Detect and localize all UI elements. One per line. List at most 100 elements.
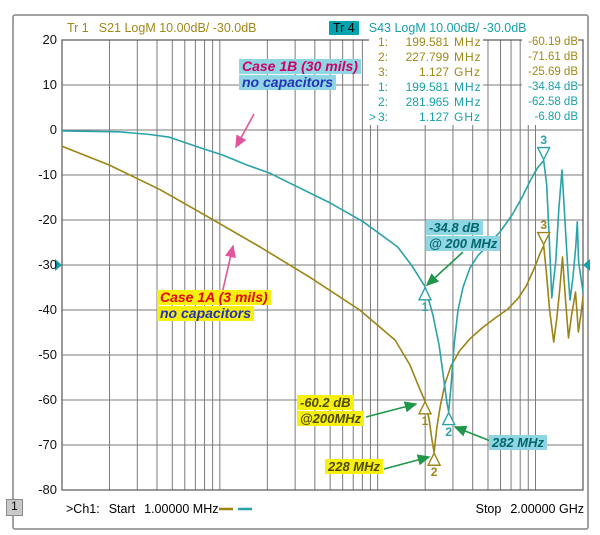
annotation-note-348: -34.8 dB @ 200 MHz	[426, 220, 501, 252]
trace4-label[interactable]: Tr 4	[329, 21, 359, 35]
marker-value: -71.61 dB	[528, 51, 578, 63]
trace4-header[interactable]: Tr 4 S43 LogM 10.00dB/ -30.0dB	[329, 21, 527, 35]
annotation-arrow	[365, 401, 418, 418]
y-tick-label: -20	[38, 212, 57, 227]
marker-readout-row: 2: 281.965 MHz	[369, 95, 483, 110]
marker-index: 3:	[378, 110, 389, 124]
annotation-arrow	[383, 454, 431, 470]
marker-unit: MHz	[454, 95, 482, 109]
marker-number: 1	[421, 299, 429, 314]
annotation-line: no capacitors	[239, 75, 337, 90]
marker-index: 1:	[378, 35, 389, 49]
y-tick-label: -50	[38, 347, 57, 362]
annotation-line: @ 200 MHz	[426, 236, 501, 251]
ref-level-triangle-right	[583, 259, 590, 271]
y-tick-label: -70	[38, 437, 57, 452]
marker-triangle	[426, 451, 442, 466]
marker-number: 3	[540, 217, 548, 232]
marker-value: -25.69 dB	[528, 66, 578, 78]
outer-frame	[12, 14, 589, 530]
stop-value: 2.00000 GHz	[510, 502, 584, 516]
marker-readout-row: 1: 199.581 MHz	[369, 35, 483, 50]
marker-value: -62.58 dB	[528, 96, 578, 108]
y-tick-label: 20	[42, 32, 57, 47]
marker-frequency: 199.581	[405, 35, 449, 49]
sweep-stop: Stop 2.00000 GHz	[476, 502, 584, 516]
stop-label: Stop	[475, 502, 502, 516]
y-tick-label: 10	[42, 77, 57, 92]
annotation-note-602: -60.2 dB @200MHz	[297, 395, 365, 427]
marker-triangle	[536, 231, 551, 247]
marker-triangle	[417, 400, 433, 415]
channel-label: >Ch1:	[66, 502, 100, 516]
annotation-line: 228 MHz	[325, 459, 384, 474]
y-tick-label: -80	[38, 482, 57, 497]
marker-readout-frequencies: 1: 199.581 MHz 2: 227.799 MHz 3: 1.127 GHz 1: 199.…	[369, 35, 483, 125]
annotation-arrow	[453, 425, 494, 443]
marker-readout-row: 1: 199.581 MHz	[369, 80, 483, 95]
y-tick-label: -30	[38, 257, 57, 272]
marker-value: -60.19 dB	[528, 36, 578, 48]
marker-readout-row: >3: 1.127 GHz	[369, 110, 483, 125]
marker-index: 2:	[378, 95, 389, 109]
marker-unit: MHz	[454, 35, 482, 49]
annotation-note-282: 282 MHz	[489, 435, 548, 451]
trace1-label: Tr 1	[67, 21, 89, 35]
channel-number-box[interactable]: 1	[6, 499, 23, 516]
active-marker-indicator	[369, 80, 378, 95]
annotation-case-1a: Case 1A (3 mils) no capacitors	[157, 290, 271, 322]
annotation-line: @200MHz	[297, 411, 365, 426]
trace4-params: S43 LogM 10.00dB/ -30.0dB	[368, 21, 527, 35]
marker-readout-row: 2: 227.799 MHz	[369, 50, 483, 65]
active-marker-indicator	[369, 95, 378, 110]
marker-readout-values: -60.19 dB -71.61 dB -25.69 dB -34.84 dB -62.…	[522, 35, 578, 125]
annotation-case-1b: Case 1B (30 mils) no capacitors	[239, 59, 361, 91]
marker-triangle	[441, 411, 456, 426]
marker-triangle	[417, 286, 433, 301]
annotation-arrow	[235, 113, 255, 149]
annotation-line: Case 1A (3 mils)	[157, 290, 271, 305]
trace-1	[61, 145, 584, 454]
marker-frequency: 281.965	[405, 95, 449, 109]
marker-frequency: 227.799	[405, 50, 449, 64]
marker-index: 3:	[378, 65, 389, 79]
marker-unit: MHz	[454, 80, 482, 94]
marker-frequency: 1.127	[418, 65, 449, 79]
annotation-line: -34.8 dB	[426, 220, 483, 235]
marker-triangle	[536, 146, 551, 162]
marker-value: -6.80 dB	[534, 111, 578, 123]
annotation-arrow	[425, 251, 464, 287]
marker-frequency: 199.581	[405, 80, 449, 94]
marker-number: 2	[445, 424, 453, 439]
annotation-line: -60.2 dB	[297, 395, 354, 410]
marker-unit: GHz	[454, 110, 481, 124]
marker-number: 3	[540, 132, 548, 147]
trace1-header[interactable]: Tr 1 S21 LogM 10.00dB/ -30.0dB	[67, 21, 257, 35]
marker-unit: MHz	[454, 50, 482, 64]
y-tick-label: 0	[49, 122, 57, 137]
marker-index: 1:	[378, 80, 389, 94]
active-marker-indicator: >	[369, 110, 377, 124]
annotation-line: Case 1B (30 mils)	[239, 59, 361, 74]
annotation-arrow	[220, 244, 236, 299]
active-marker-indicator	[369, 35, 378, 50]
trace-2	[61, 130, 584, 413]
annotation-line: no capacitors	[157, 306, 255, 321]
trace1-params: S21 LogM 10.00dB/ -30.0dB	[98, 21, 257, 35]
annotation-note-228: 228 MHz	[325, 459, 384, 475]
marker-value: -34.84 dB	[528, 81, 578, 93]
y-tick-label: -40	[38, 302, 57, 317]
marker-unit: GHz	[454, 65, 481, 79]
sweep-start: >Ch1: Start 1.00000 MHz	[66, 502, 218, 516]
active-marker-indicator	[369, 50, 378, 65]
annotation-line: 282 MHz	[489, 435, 548, 450]
marker-number: 2	[430, 465, 438, 480]
start-label: Start	[108, 502, 136, 516]
ref-level-triangle-left	[55, 259, 62, 271]
marker-number: 1	[421, 413, 429, 428]
marker-frequency: 1.127	[418, 110, 449, 124]
marker-index: 2:	[378, 50, 389, 64]
marker-readout-row: 3: 1.127 GHz	[369, 65, 483, 80]
y-tick-label: -60	[38, 392, 57, 407]
